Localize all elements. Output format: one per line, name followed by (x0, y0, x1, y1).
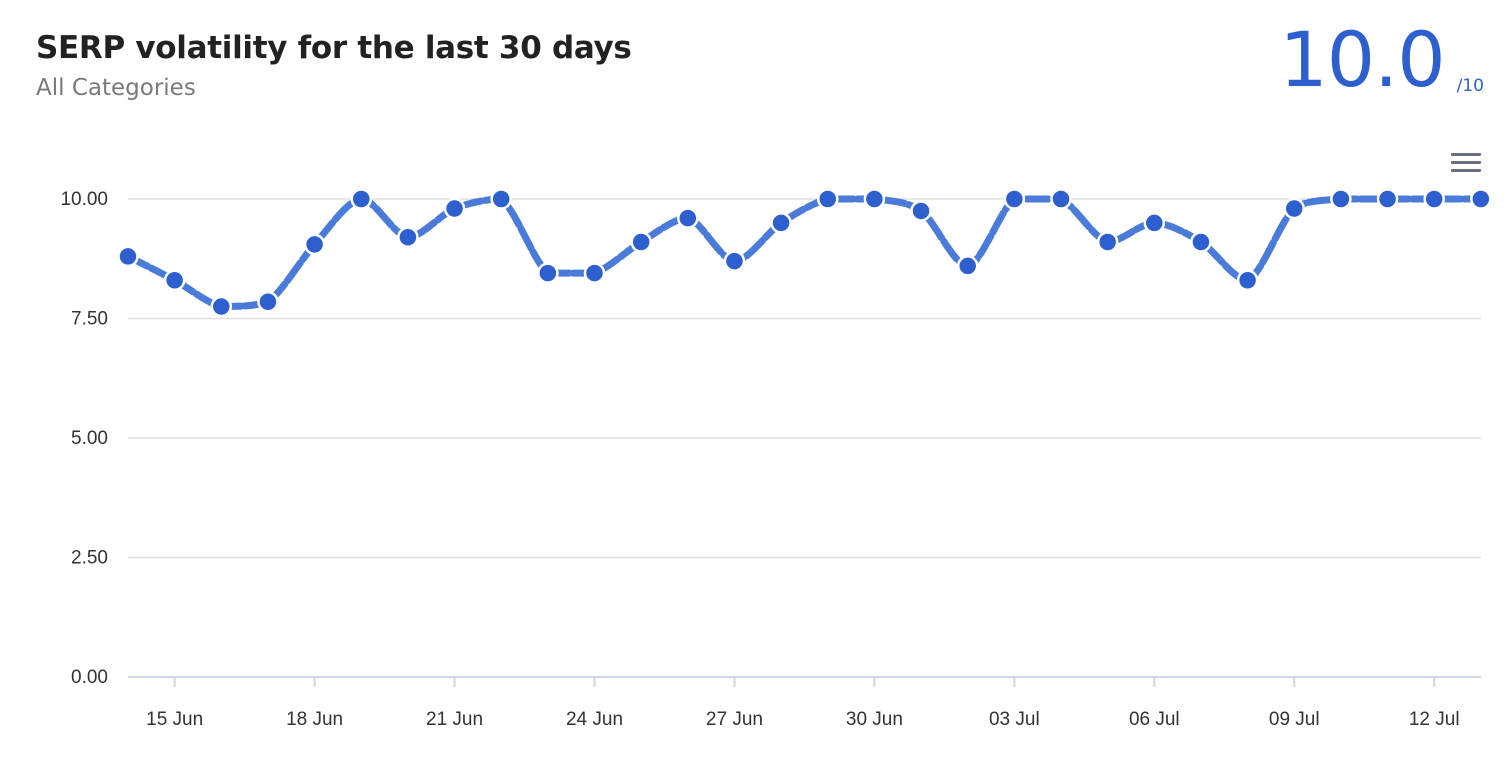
volatility-score: 10.0 /10 (1279, 18, 1484, 102)
chart-subtitle: All Categories (36, 75, 196, 101)
series-line (124, 195, 1485, 311)
data-point[interactable] (1236, 269, 1259, 292)
data-point[interactable] (117, 245, 139, 268)
x-tick-label: 18 Jun (286, 709, 343, 730)
data-point[interactable] (1330, 188, 1352, 210)
data-point[interactable] (956, 255, 979, 277)
data-point[interactable] (163, 269, 186, 292)
chart-menu-button[interactable] (1448, 150, 1484, 178)
x-tick-label: 09 Jul (1269, 709, 1320, 730)
data-point[interactable] (770, 212, 792, 234)
data-point[interactable] (537, 262, 559, 284)
y-tick-label: 2.50 (71, 548, 108, 569)
data-point[interactable] (1376, 188, 1399, 210)
y-tick-label: 0.00 (71, 667, 108, 688)
score-value: 10.0 (1279, 15, 1445, 104)
data-point[interactable] (910, 200, 932, 222)
score-max: /10 (1456, 76, 1484, 96)
data-point[interactable] (443, 197, 466, 220)
series-volatility (117, 188, 1492, 318)
data-point[interactable] (350, 188, 372, 210)
data-point[interactable] (397, 226, 419, 248)
data-point[interactable] (723, 250, 746, 272)
data-point[interactable] (1143, 212, 1166, 234)
hamburger-menu-icon-line (1451, 161, 1481, 164)
data-point[interactable] (1190, 231, 1212, 253)
x-tick-label: 03 Jul (989, 709, 1040, 730)
x-tick-label: 30 Jun (846, 709, 903, 730)
data-point[interactable] (1470, 188, 1492, 210)
data-point[interactable] (257, 291, 279, 313)
data-point[interactable] (863, 188, 886, 210)
data-point[interactable] (677, 207, 699, 229)
data-point[interactable] (1050, 188, 1072, 210)
x-tick-label: 06 Jul (1129, 709, 1180, 730)
data-point[interactable] (1423, 188, 1445, 210)
data-point[interactable] (583, 262, 606, 284)
data-point[interactable] (1003, 188, 1026, 210)
y-tick-label: 5.00 (71, 428, 108, 449)
x-tick-label: 27 Jun (706, 709, 763, 730)
hamburger-menu-icon (1451, 153, 1481, 156)
data-point[interactable] (817, 188, 839, 210)
grid-lines (128, 198, 1481, 678)
y-axis: 0.00 2.50 5.00 7.50 10.00 (60, 189, 108, 688)
data-point[interactable] (630, 231, 652, 253)
data-point[interactable] (210, 295, 233, 318)
y-tick-label: 10.00 (60, 189, 108, 210)
x-tick-label: 24 Jun (566, 709, 623, 730)
x-tick-label: 21 Jun (426, 709, 483, 730)
chart-title: SERP volatility for the last 30 days (36, 30, 632, 66)
y-tick-label: 7.50 (71, 309, 108, 330)
x-axis: 15 Jun 18 Jun 21 Jun 24 Jun 27 Jun 30 Jun 03 J… (146, 677, 1460, 730)
x-tick-label: 12 Jul (1409, 709, 1460, 730)
data-point[interactable] (1096, 231, 1119, 253)
data-point[interactable] (490, 188, 512, 210)
chart-header: SERP volatility for the last 30 days All… (36, 24, 632, 103)
hamburger-menu-icon-line (1451, 169, 1481, 172)
x-tick-label: 15 Jun (146, 709, 203, 730)
data-point[interactable] (1283, 197, 1305, 220)
data-point[interactable] (303, 233, 326, 256)
